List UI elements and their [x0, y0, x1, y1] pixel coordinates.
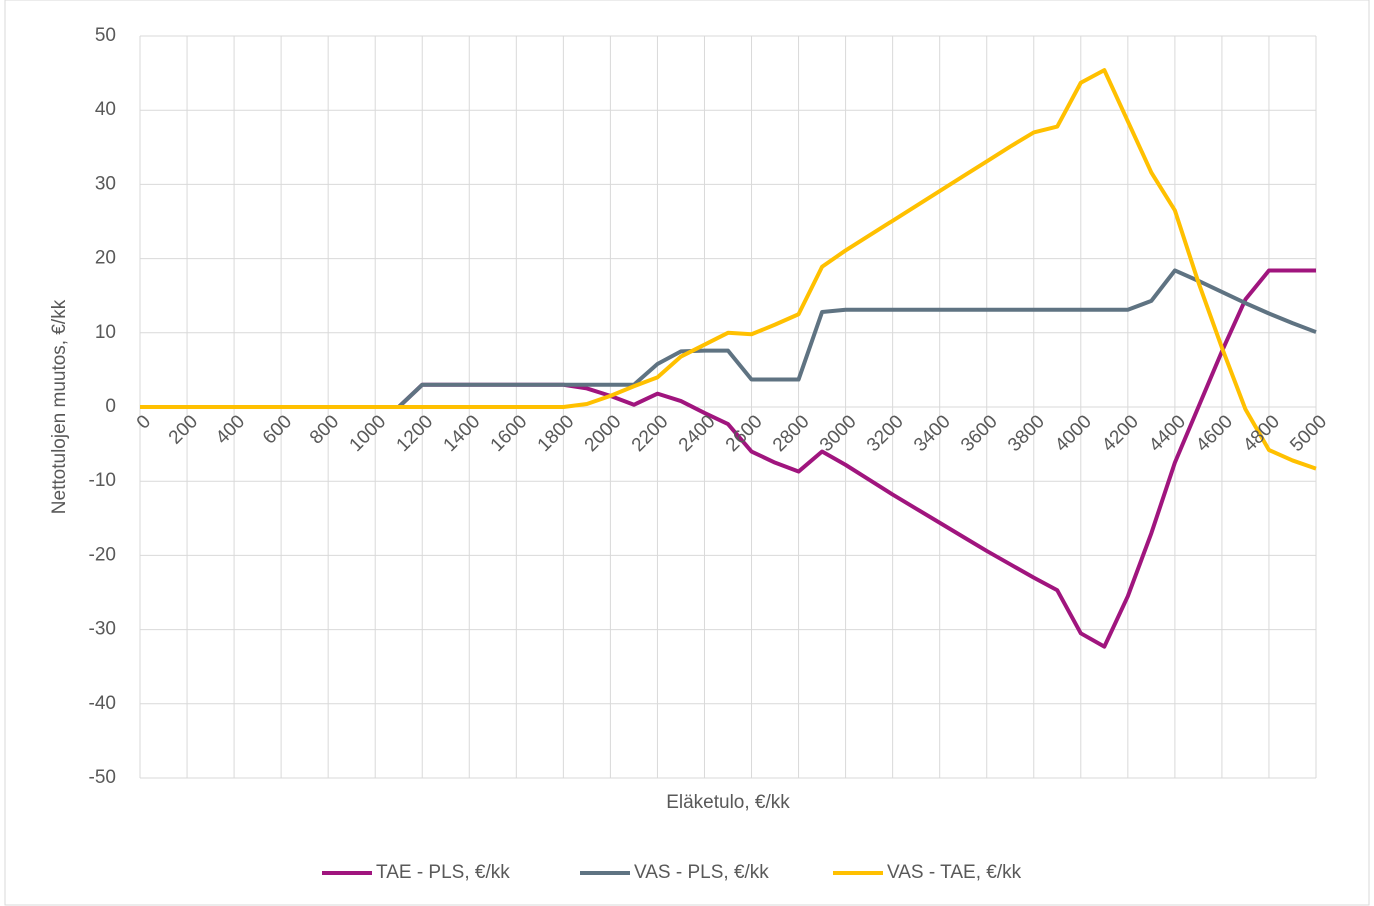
- x-axis-title: Eläketulo, €/kk: [666, 792, 790, 813]
- y-tick-label: -50: [89, 767, 116, 788]
- y-tick-label: -30: [89, 619, 116, 640]
- y-axis-title: Nettotulojen muutos, €/kk: [49, 299, 70, 514]
- y-tick-label: 0: [105, 396, 116, 417]
- y-tick-label: 30: [95, 173, 116, 194]
- plot-area: [140, 68, 1317, 649]
- y-tick-label: 10: [95, 322, 116, 343]
- y-tick-label: 50: [95, 25, 116, 46]
- y-tick-label: -20: [89, 544, 116, 565]
- legend-label: TAE - PLS, €/kk: [376, 862, 510, 883]
- y-tick-label: 20: [95, 248, 116, 269]
- y-tick-label: -10: [89, 470, 116, 491]
- legend-label: VAS - TAE, €/kk: [887, 862, 1022, 883]
- legend-label: VAS - PLS, €/kk: [634, 862, 769, 883]
- line-series: [140, 68, 1317, 471]
- y-tick-label: -40: [89, 693, 116, 714]
- y-tick-label: 40: [95, 99, 116, 120]
